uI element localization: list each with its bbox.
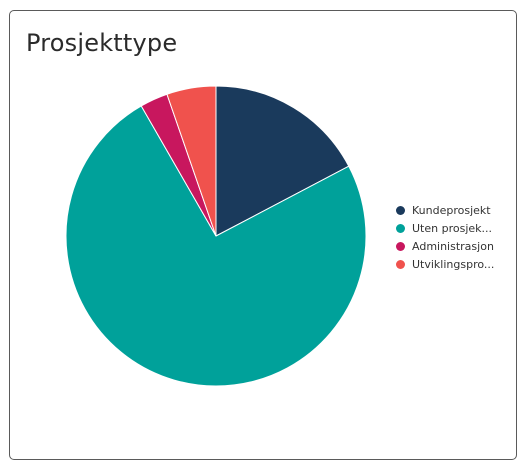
chart-card: Prosjekttype Kundeprosjekt Uten prosjek..… (9, 10, 517, 460)
chart-legend: Kundeprosjekt Uten prosjek... Administrasj… (396, 201, 494, 273)
legend-item-kundeprosjekt[interactable]: Kundeprosjekt (396, 201, 494, 219)
legend-item-administrasjon[interactable]: Administrasjon (396, 237, 494, 255)
legend-label: Utviklingspro... (412, 257, 495, 271)
legend-swatch (396, 241, 405, 251)
pie-slice-utviklingsprosjekt[interactable] (166, 85, 217, 237)
pie-slice-uten-prosjekt[interactable] (65, 105, 367, 387)
legend-swatch (396, 259, 405, 269)
pie-slices (65, 85, 367, 387)
legend-label: Uten prosjek... (412, 221, 493, 235)
chart-title: Prosjekttype (26, 29, 178, 57)
legend-label: Administrasjon (412, 239, 494, 253)
legend-item-uten-prosjekt[interactable]: Uten prosjek... (396, 219, 494, 237)
legend-item-utviklingsprosjekt[interactable]: Utviklingspro... (396, 255, 494, 273)
legend-swatch (396, 205, 405, 215)
pie-chart (65, 85, 367, 387)
legend-label: Kundeprosjekt (412, 203, 491, 217)
legend-swatch (396, 223, 405, 233)
pie-slice-kundeprosjekt[interactable] (215, 85, 350, 237)
